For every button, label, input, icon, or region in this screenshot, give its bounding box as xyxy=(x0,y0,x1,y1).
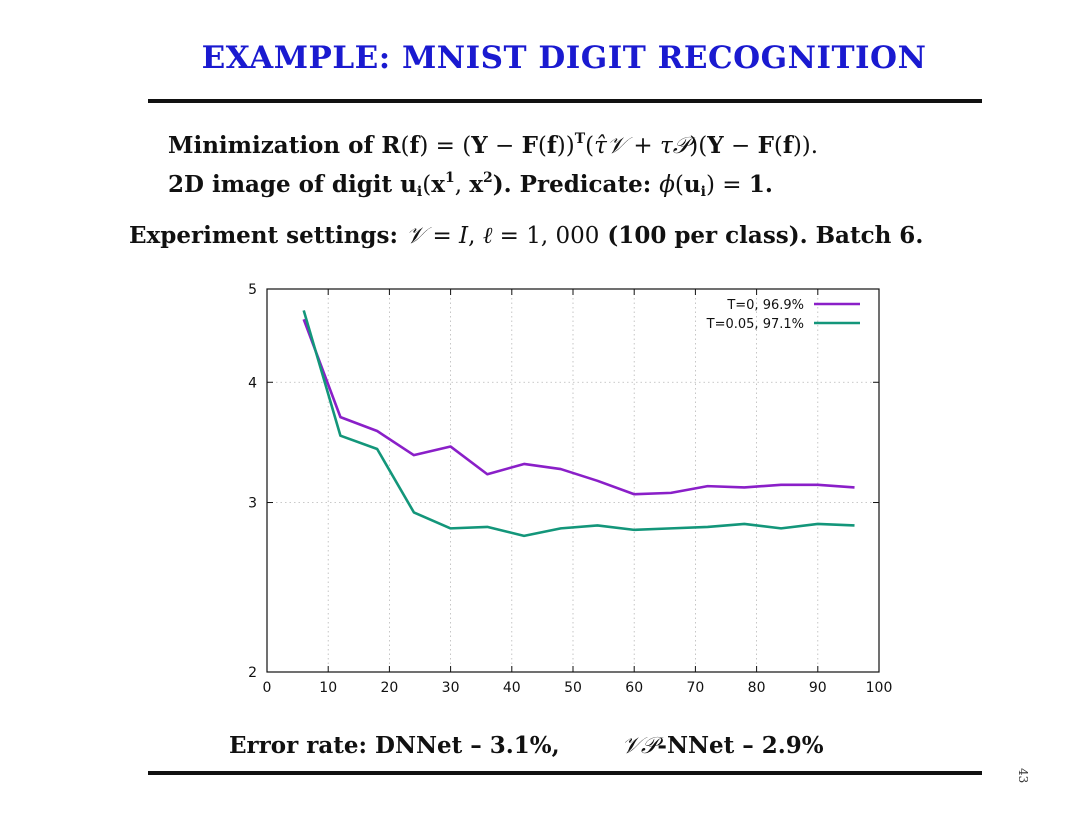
page-number: 43 xyxy=(1016,768,1030,784)
x-tick-label: 10 xyxy=(319,680,337,696)
x-tick-label: 90 xyxy=(809,680,827,696)
bottom-divider xyxy=(148,771,982,775)
series-line xyxy=(302,310,855,538)
image-predicate-line: 2D image of digit ui(x1, x2). Predicate:… xyxy=(168,170,773,200)
plot-frame xyxy=(266,288,880,673)
y-tick-label: 4 xyxy=(248,375,257,391)
x-tick-label: 0 xyxy=(263,680,272,696)
objective-line: Minimization of R(f) = (Y − F(f))T(τ̂𝒱 +… xyxy=(168,131,819,159)
y-tick-label: 5 xyxy=(248,282,257,298)
x-tick-label: 30 xyxy=(442,680,460,696)
error-rate-summary: Error rate: DNNet – 3.1%, 𝒱𝒫-NNet – 2.9% xyxy=(229,732,824,759)
x-tick-label: 70 xyxy=(686,680,704,696)
grid xyxy=(267,289,879,672)
series xyxy=(302,310,855,538)
top-divider xyxy=(148,99,982,103)
x-tick-label: 80 xyxy=(748,680,766,696)
experiment-settings-line: Experiment settings: 𝒱 = I, ℓ = 1, 000 (… xyxy=(129,222,924,249)
x-tick-label: 100 xyxy=(866,680,893,696)
legend: T=0, 96.9% T=0.05, 97.1% xyxy=(706,298,860,332)
x-tick-label: 50 xyxy=(564,680,582,696)
x-tick-label: 60 xyxy=(625,680,643,696)
y-tick-label: 3 xyxy=(248,496,257,512)
legend-label: T=0, 96.9% xyxy=(726,298,804,313)
series-line xyxy=(302,318,855,496)
axis-ticks: 0 10 20 30 40 50 60 70 80 90 100 2 3 4 5 xyxy=(248,282,892,696)
slide-title: EXAMPLE: MNIST DIGIT RECOGNITION xyxy=(201,40,927,76)
x-tick-label: 20 xyxy=(380,680,398,696)
legend-label: T=0.05, 97.1% xyxy=(706,317,804,332)
y-tick-label: 2 xyxy=(248,665,257,681)
x-tick-label: 40 xyxy=(503,680,521,696)
